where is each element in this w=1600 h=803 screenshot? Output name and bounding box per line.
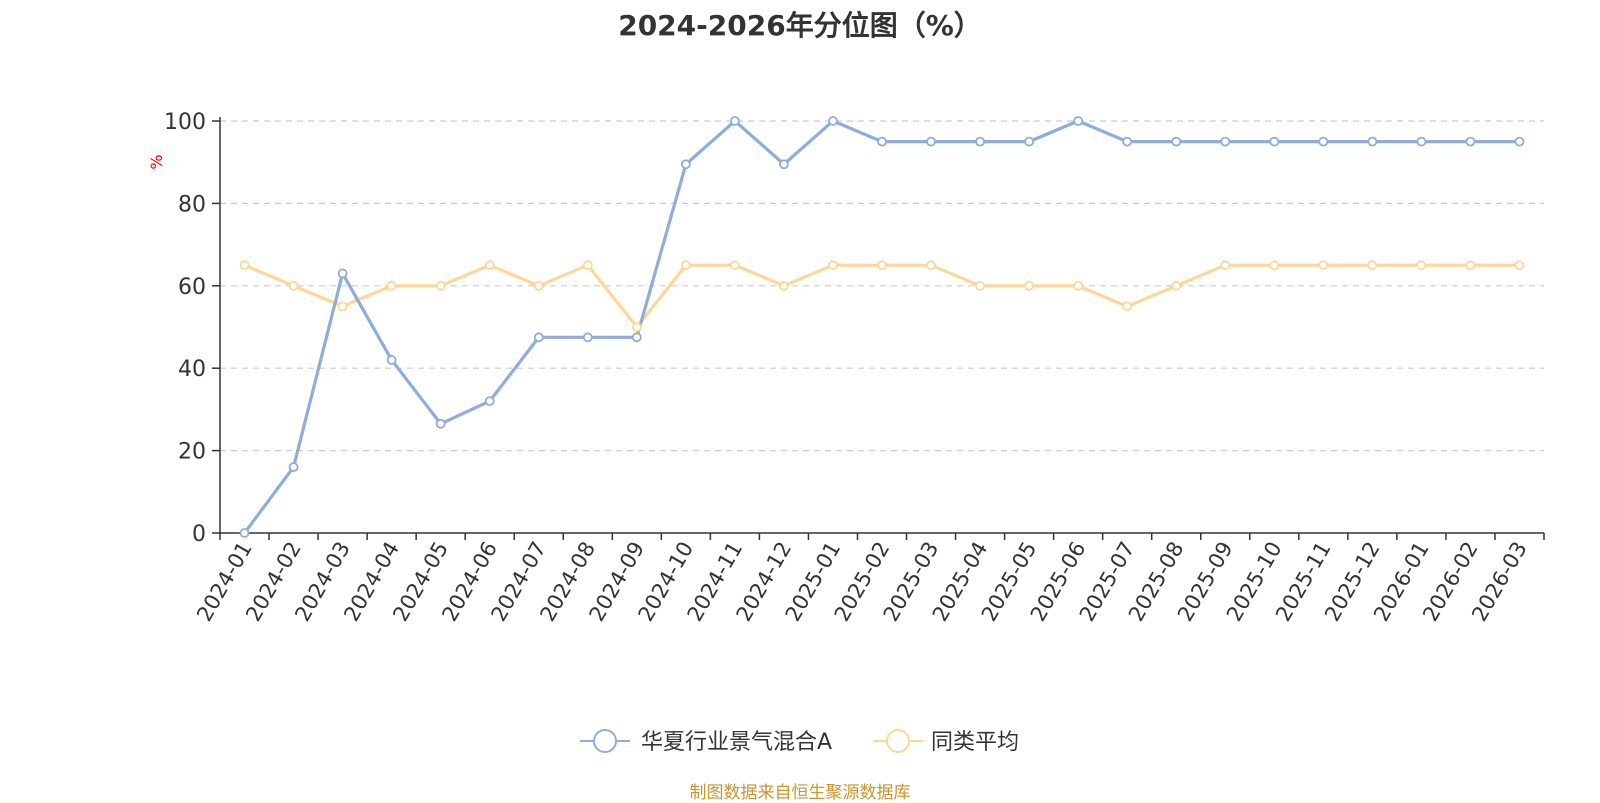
data-point [926, 136, 936, 147]
data-point [386, 280, 397, 291]
data-point [1171, 136, 1182, 147]
data-point [1220, 260, 1231, 271]
data-point [239, 260, 250, 271]
data-point [631, 322, 642, 332]
data-point [1514, 136, 1525, 147]
data-point [1318, 136, 1329, 147]
data-point [926, 260, 936, 271]
y-axis-label: % [147, 154, 166, 169]
legend-label: 同类平均 [931, 730, 1019, 755]
data-point [1171, 280, 1182, 291]
data-point [680, 260, 691, 271]
data-point [680, 159, 691, 170]
data-point [975, 280, 985, 291]
data-point [877, 260, 887, 271]
series-line [242, 263, 1522, 329]
line-chart: 020406080100%2024-012024-022024-032024-0… [147, 110, 1545, 755]
data-point [1122, 301, 1133, 312]
y-tick-label: 20 [178, 440, 206, 465]
data-point [1122, 136, 1133, 147]
data-point [239, 528, 250, 538]
y-tick-label: 40 [178, 357, 206, 382]
data-point [975, 136, 985, 147]
y-tick-label: 60 [178, 275, 206, 300]
data-point [1416, 136, 1427, 147]
data-point [484, 396, 495, 407]
data-point [1269, 136, 1280, 147]
data-point [1269, 260, 1280, 271]
data-point [779, 159, 789, 170]
legend-label: 华夏行业景气混合A [641, 730, 832, 755]
series-line [242, 119, 1522, 535]
legend-marker [886, 729, 910, 753]
data-point [1073, 280, 1084, 291]
data-point [631, 332, 642, 343]
data-point [828, 260, 838, 271]
source-note: 制图数据来自恒生聚源数据库 [689, 783, 911, 803]
data-point [1220, 136, 1231, 147]
y-tick-label: 0 [192, 522, 206, 547]
data-point [582, 332, 593, 343]
data-point [1024, 136, 1035, 147]
data-point [1024, 280, 1035, 291]
data-point [779, 280, 789, 291]
data-point [1416, 260, 1427, 271]
data-point [386, 355, 397, 365]
data-point [435, 280, 446, 291]
data-point [1465, 260, 1476, 271]
data-point [288, 280, 299, 291]
data-point [582, 260, 593, 271]
data-point [288, 462, 299, 472]
data-point [337, 268, 348, 279]
y-tick-label: 80 [178, 192, 206, 217]
data-point [1465, 136, 1476, 147]
legend-marker [593, 729, 617, 753]
data-point [533, 280, 544, 291]
data-point [1367, 260, 1378, 271]
chart-title: 2024-2026年分位图（%） [618, 9, 982, 42]
data-point [1073, 116, 1084, 126]
data-point [533, 332, 544, 343]
y-tick-label: 100 [164, 110, 206, 135]
data-point [484, 260, 495, 271]
data-point [729, 260, 740, 271]
data-point [1367, 136, 1378, 147]
data-point [435, 418, 446, 429]
data-point [1318, 260, 1329, 271]
data-point [337, 301, 348, 312]
data-point [1514, 260, 1525, 271]
data-point [729, 116, 740, 126]
data-point [877, 136, 887, 147]
data-point [828, 116, 838, 126]
